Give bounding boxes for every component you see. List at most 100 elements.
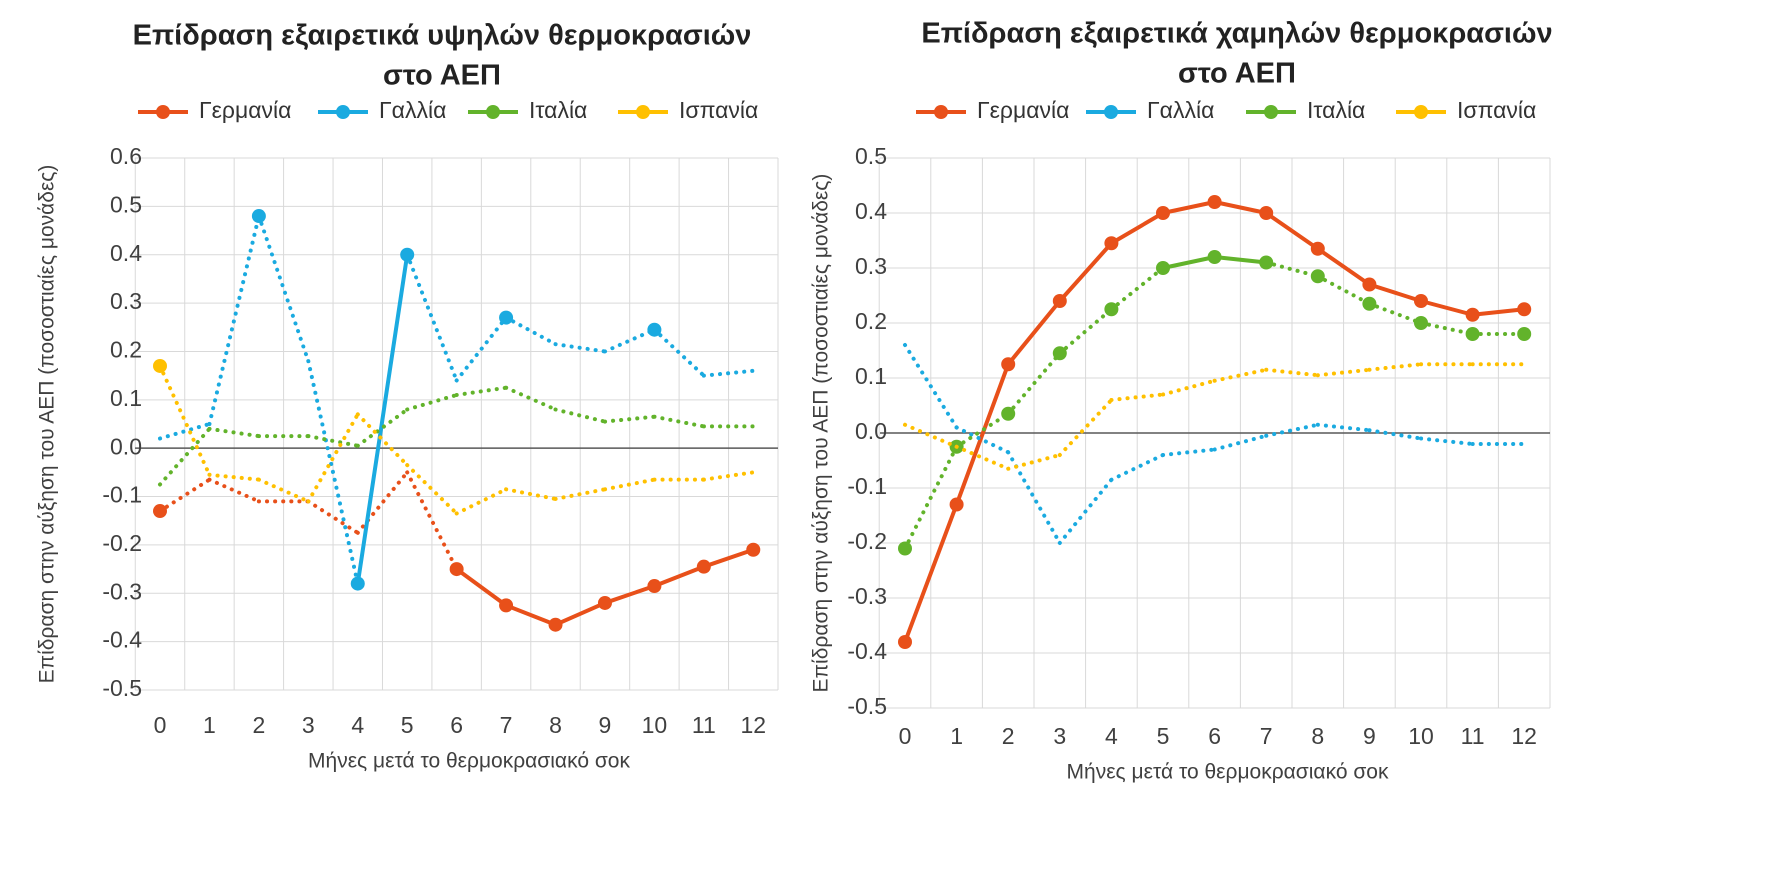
y-axis-title: Επίδραση στην αύξηση του ΑΕΠ (ποσοστιαίε…: [810, 174, 833, 693]
series-segment: [504, 315, 558, 347]
data-point: [449, 562, 464, 577]
data-point: [251, 209, 266, 224]
data-point: [153, 504, 167, 519]
legend-label: Ιταλία: [529, 97, 587, 123]
series-segment: [1161, 378, 1217, 397]
x-tick-label: 3: [302, 712, 315, 738]
y-tick-label: 0.2: [855, 308, 887, 334]
series-segment: [405, 392, 459, 412]
x-tick-label: 0: [154, 712, 167, 738]
legend-label: Γερμανία: [199, 97, 291, 123]
series-germany: [153, 470, 761, 632]
y-tick-label: -0.3: [102, 578, 142, 604]
series-segment: [903, 502, 959, 644]
series-segment: [1212, 367, 1269, 383]
series-segment: [553, 487, 607, 501]
series-segment: [256, 214, 311, 364]
series-segment: [405, 252, 459, 383]
legend-label: Ιταλία: [1307, 97, 1365, 123]
series-segment: [1419, 299, 1475, 317]
chart-title-line: στο ΑΕΠ: [383, 60, 501, 92]
y-tick-label: 0.0: [855, 418, 887, 444]
y-tick-label: 0.2: [110, 337, 142, 363]
x-tick-label: 4: [351, 712, 364, 738]
data-point: [350, 576, 365, 591]
series-segment: [652, 327, 706, 378]
data-point: [1310, 241, 1325, 256]
x-tick-label: 9: [1363, 723, 1376, 749]
series-segment: [954, 411, 1011, 449]
y-tick-label: 0.1: [855, 363, 887, 389]
series-segment: [1212, 200, 1269, 215]
series-segment: [207, 214, 261, 426]
series-segment: [602, 414, 657, 424]
x-tick-label: 6: [1208, 723, 1221, 749]
legend-item-italy: Ιταλία: [1246, 97, 1365, 123]
series-segment: [1161, 200, 1217, 215]
data-point: [1517, 327, 1532, 341]
series-segment: [504, 385, 558, 412]
series-segment: [903, 343, 959, 430]
chart-title-line: στο ΑΕΠ: [1178, 58, 1296, 90]
series-segment: [1109, 266, 1165, 312]
series-segment: [1367, 301, 1423, 325]
x-tick-label: 9: [599, 712, 612, 738]
data-point: [1310, 269, 1325, 284]
x-tick-label: 11: [692, 712, 716, 738]
legend-item-france: Γαλλία: [318, 97, 446, 123]
x-tick-label: 0: [899, 723, 912, 749]
series-segment: [1109, 392, 1165, 402]
data-point: [1362, 296, 1377, 311]
y-tick-label: -0.1: [102, 482, 142, 508]
series-segment: [954, 444, 1011, 471]
y-tick-label: 0.6: [110, 143, 142, 169]
data-point: [647, 579, 662, 594]
series-segment: [355, 252, 410, 586]
legend-swatch-marker: [1264, 105, 1278, 119]
series-segment: [1109, 453, 1165, 482]
series-segment: [405, 463, 459, 516]
series-segment: [1419, 321, 1475, 336]
series-segment: [1367, 282, 1423, 303]
series-segment: [504, 487, 558, 501]
series-segment: [701, 547, 756, 569]
series-segment: [602, 477, 657, 492]
series-segment: [701, 368, 756, 378]
series-segment: [454, 315, 509, 383]
data-point: [499, 598, 514, 613]
series-segment: [1057, 398, 1114, 457]
grid: [134, 157, 779, 691]
x-tick-label: 12: [1511, 723, 1537, 749]
series-segment: [1006, 351, 1062, 416]
data-point: [1104, 302, 1119, 317]
data-point: [597, 595, 612, 610]
series-segment: [306, 434, 360, 448]
series-germany: [898, 195, 1532, 649]
series-segment: [1367, 362, 1423, 372]
series-segment: [1419, 436, 1475, 446]
data-point: [1517, 302, 1532, 317]
series-segment: [903, 422, 959, 449]
series-segment: [553, 342, 607, 354]
data-point: [1207, 195, 1222, 209]
series-segment: [1367, 428, 1423, 441]
series-segment: [553, 407, 607, 424]
legend-item-germany: Γερμανία: [916, 97, 1069, 123]
data-point: [1362, 277, 1377, 292]
x-tick-label: 8: [1311, 723, 1324, 749]
y-tick-label: -0.2: [102, 530, 142, 556]
series-segment: [1057, 307, 1114, 356]
series-segment: [1264, 422, 1320, 438]
series-segment: [207, 477, 261, 504]
x-tick-label: 7: [1260, 723, 1273, 749]
x-tick-label: 5: [1157, 723, 1170, 749]
series-segment: [355, 407, 410, 448]
series-segment: [602, 327, 657, 354]
data-point: [1001, 357, 1016, 372]
y-tick-label: -0.4: [102, 627, 142, 653]
y-tick-label: 0.3: [110, 288, 142, 314]
legend-swatch-marker: [1414, 105, 1428, 119]
legend-item-germany: Γερμανία: [138, 97, 291, 123]
series-segment: [454, 385, 509, 397]
